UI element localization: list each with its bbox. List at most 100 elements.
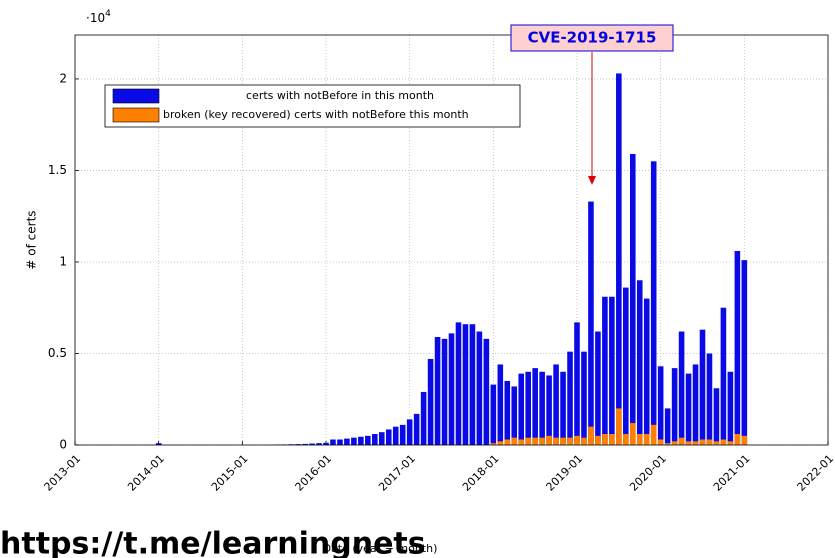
x-tick-label: 2021-01 <box>711 452 753 494</box>
bar <box>155 443 162 445</box>
x-tick-label: 2017-01 <box>376 452 418 494</box>
bar <box>616 73 622 445</box>
y-tick-label: 0 <box>59 438 67 452</box>
bar <box>720 439 727 445</box>
bar <box>727 441 734 445</box>
y-tick-label: 1.5 <box>48 163 67 177</box>
bar <box>713 441 720 445</box>
bar <box>441 338 448 445</box>
bar <box>351 437 357 445</box>
bar <box>546 375 552 445</box>
bar <box>518 373 525 445</box>
bar <box>706 353 713 445</box>
bar <box>657 366 664 445</box>
plot-frame <box>74 34 829 446</box>
bar <box>295 444 301 445</box>
bar <box>539 437 545 445</box>
bar <box>406 419 413 445</box>
bar <box>671 368 678 445</box>
legend-box <box>104 84 521 128</box>
bar <box>581 437 587 445</box>
bar <box>553 364 559 445</box>
bar <box>574 322 580 445</box>
bar <box>567 351 573 445</box>
bar <box>636 434 643 445</box>
bar <box>699 329 706 445</box>
bar <box>650 424 657 445</box>
bar <box>560 371 566 445</box>
bar <box>588 201 594 445</box>
watermark: https://t.me/learningnets <box>0 527 426 558</box>
bar <box>734 250 741 445</box>
bar <box>678 437 685 445</box>
bar <box>553 437 559 445</box>
bar <box>685 441 692 445</box>
bar <box>378 432 385 445</box>
bar <box>595 435 601 445</box>
legend-swatch <box>112 107 160 123</box>
bar <box>497 364 504 445</box>
bar <box>469 324 476 445</box>
bar <box>302 443 308 445</box>
bar <box>727 371 734 445</box>
x-tick-label: 2019-01 <box>544 452 586 494</box>
bar <box>476 331 483 445</box>
bar <box>574 435 580 445</box>
bar <box>358 436 364 445</box>
bar <box>678 331 685 445</box>
bar <box>643 434 650 445</box>
bar <box>365 435 371 445</box>
bar <box>434 337 441 445</box>
bar <box>699 439 706 445</box>
bar <box>671 441 678 445</box>
bar <box>511 437 518 445</box>
bar <box>741 260 748 445</box>
bar <box>685 373 692 445</box>
bar <box>497 441 504 445</box>
bar <box>427 358 434 445</box>
x-tick-label: 2018-01 <box>460 452 502 494</box>
bar <box>546 435 552 445</box>
bar <box>532 368 538 445</box>
bar <box>392 426 399 445</box>
bar <box>741 435 748 445</box>
bar <box>650 161 657 445</box>
legend-swatch <box>112 88 160 104</box>
bar <box>734 434 741 445</box>
bar <box>532 437 538 445</box>
bar <box>643 298 650 445</box>
bar <box>560 437 566 445</box>
bar <box>504 380 511 445</box>
x-tick-label: 2020-01 <box>627 452 669 494</box>
bar <box>518 439 525 445</box>
bar <box>372 434 378 445</box>
legend-label: broken (key recovered) certs with notBef… <box>163 108 469 121</box>
bar <box>602 296 608 445</box>
bar <box>581 351 587 445</box>
bar <box>539 371 545 445</box>
bar <box>588 426 594 445</box>
bar <box>462 324 469 445</box>
y-tick-label: 0.5 <box>48 346 67 360</box>
bar <box>664 408 671 445</box>
x-tick-label: 2013-01 <box>42 452 84 494</box>
bar <box>483 338 490 445</box>
bar <box>636 280 643 445</box>
bar <box>344 438 350 445</box>
bar <box>629 153 636 446</box>
multiplier-exponent: 4 <box>105 9 111 19</box>
bar <box>511 386 518 445</box>
bar <box>706 439 713 445</box>
bar <box>609 434 615 445</box>
bar <box>713 388 720 445</box>
bar <box>664 443 671 445</box>
y-tick-label: 1 <box>59 254 67 268</box>
bar <box>399 424 406 445</box>
legend: certs with notBefore in this month broken… <box>104 84 521 128</box>
bar <box>413 413 420 445</box>
y-axis-label: # of certs <box>25 210 39 269</box>
bar <box>623 287 629 445</box>
bar <box>609 296 615 445</box>
x-tick-label: 2014-01 <box>125 452 167 494</box>
